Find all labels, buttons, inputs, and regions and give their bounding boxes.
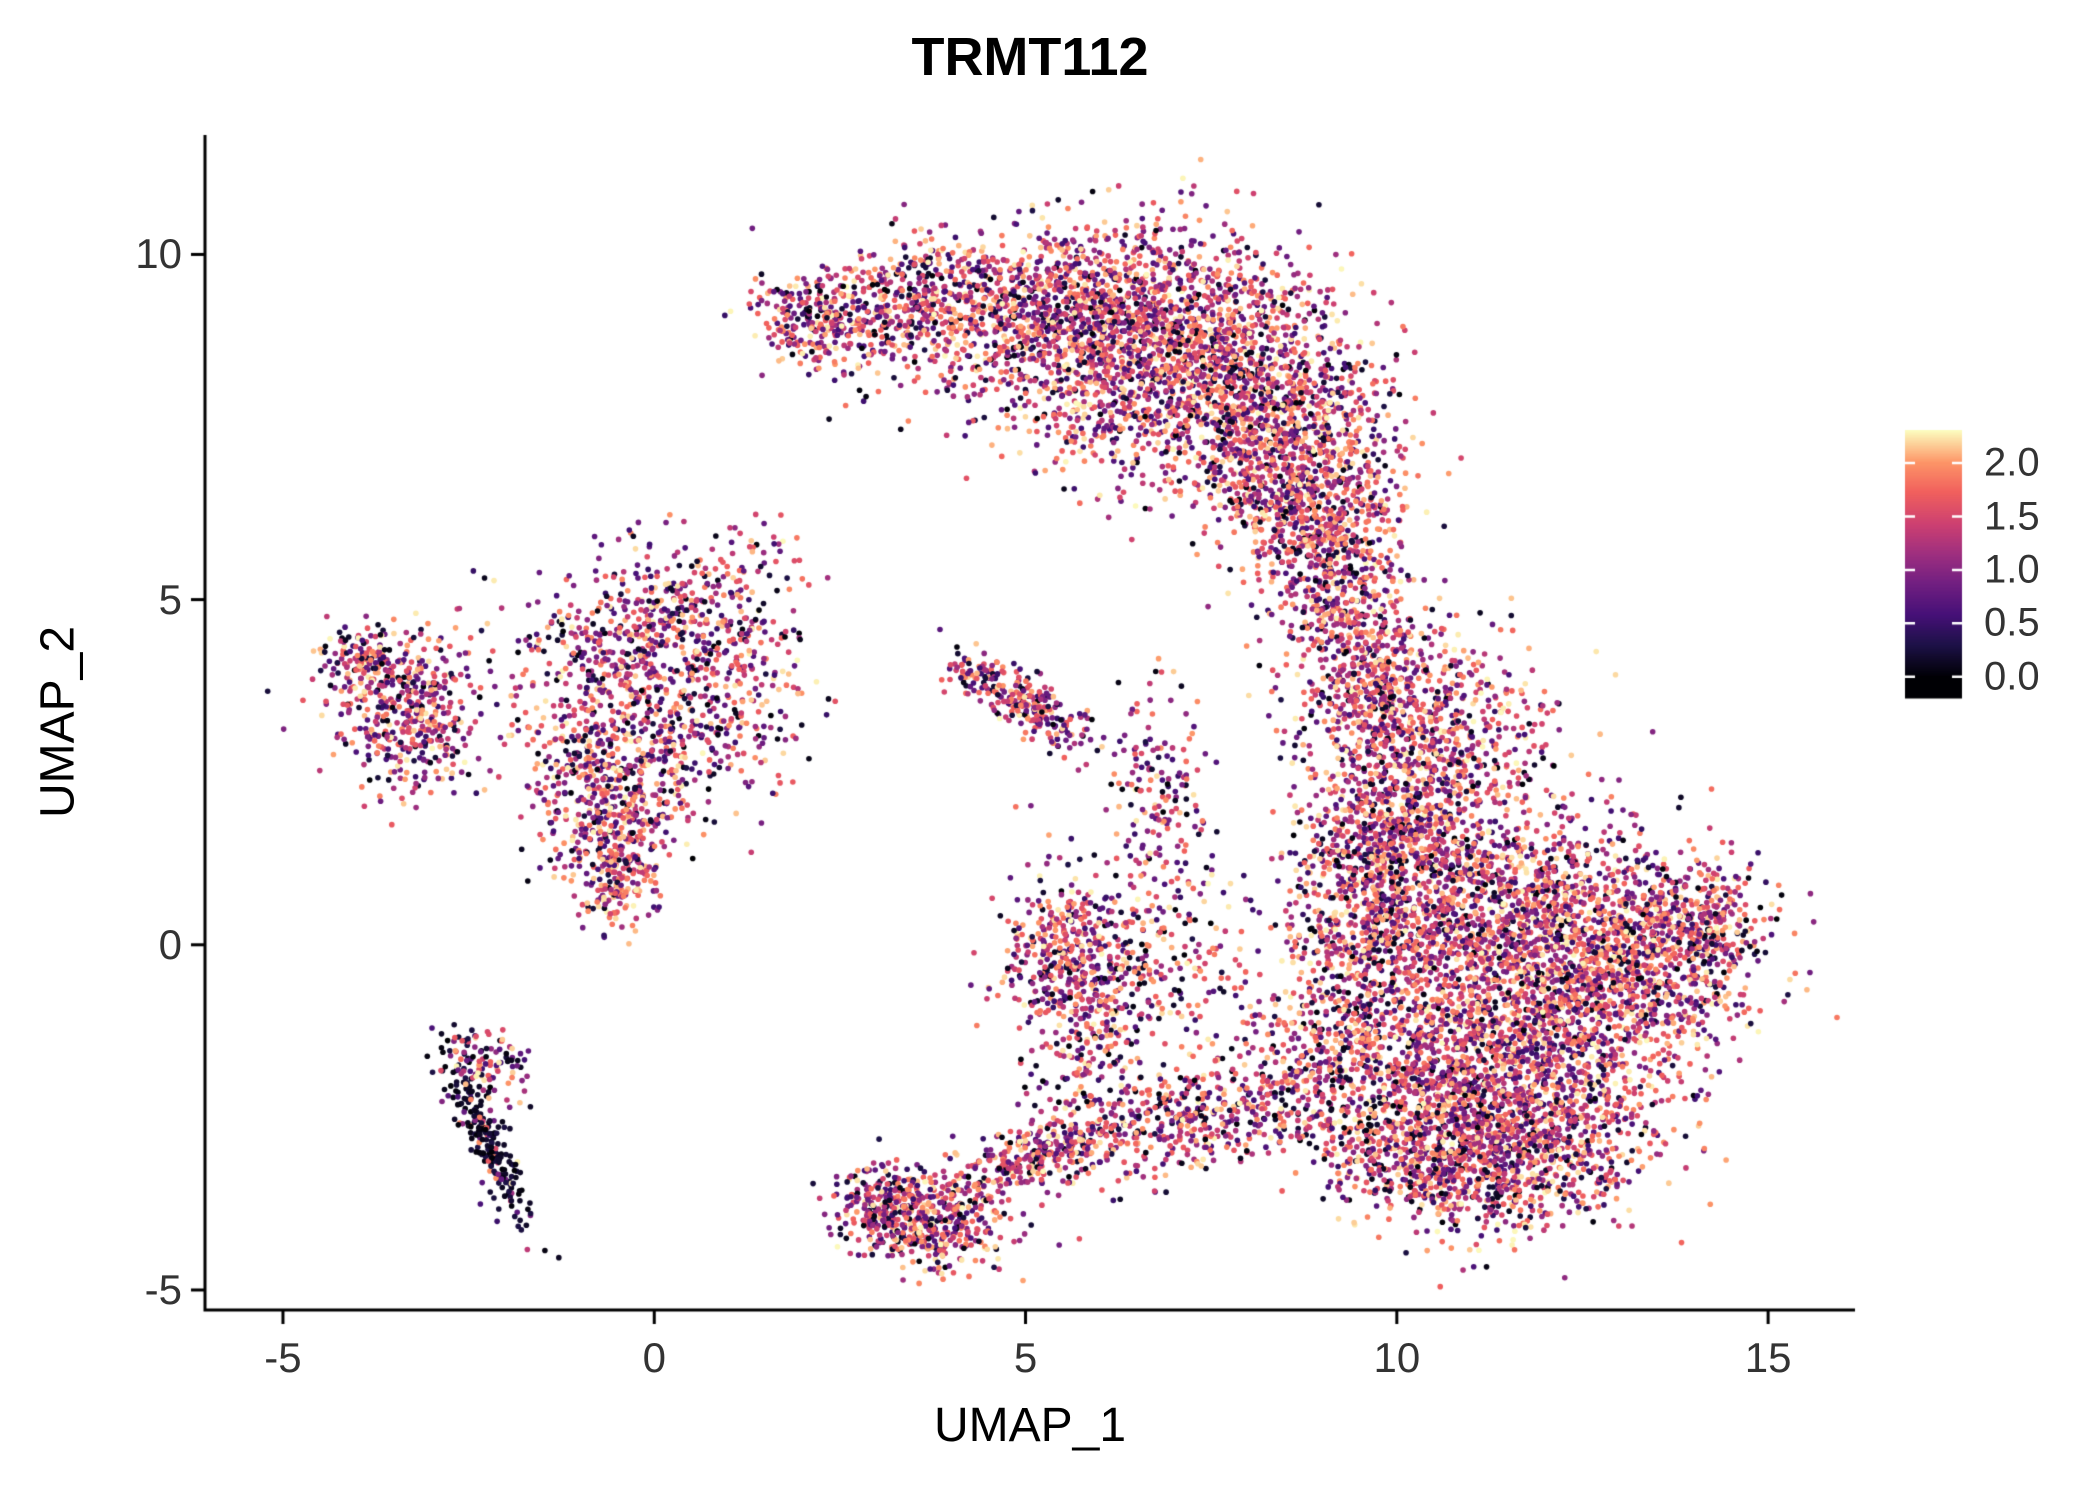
chart-title: TRMT112 bbox=[911, 27, 1149, 87]
x-axis-title: UMAP_1 bbox=[933, 1399, 1127, 1452]
y-axis-title: UMAP_2 bbox=[31, 625, 85, 819]
